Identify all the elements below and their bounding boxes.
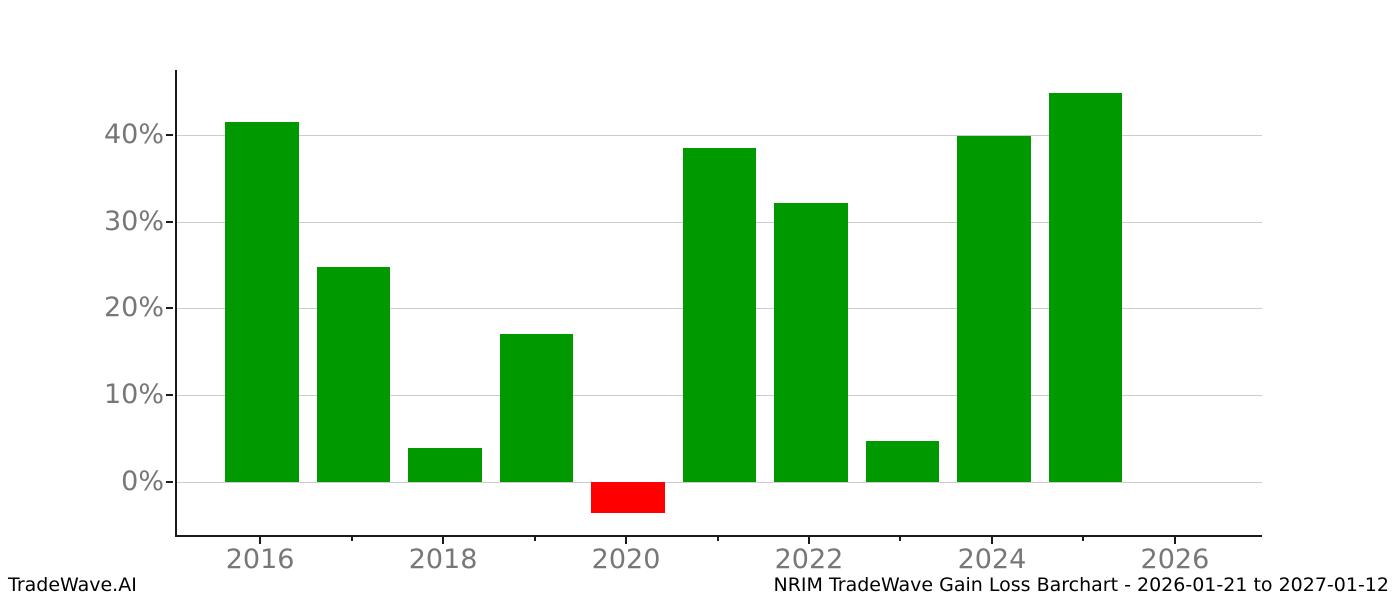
plot-area (175, 70, 1262, 537)
bar-2018 (408, 447, 482, 482)
bar-2023 (865, 440, 940, 482)
x-minor-tick-mark-2017 (350, 537, 353, 541)
x-minor-tick-mark-2021 (716, 537, 719, 541)
x-tick-label-2018: 2018 (408, 544, 478, 575)
x-tick-label-2024: 2024 (957, 544, 1027, 575)
bar-2020 (591, 481, 665, 513)
x-tick-mark-2020 (625, 537, 628, 544)
y-tick-mark-10 (166, 394, 173, 397)
bar-2017 (316, 266, 391, 482)
bar-2019 (499, 334, 574, 482)
y-tick-label-20: 20% (103, 292, 164, 324)
x-tick-mark-2026 (1173, 537, 1176, 544)
y-tick-label-0: 0% (121, 465, 164, 497)
bar-2022 (774, 202, 848, 482)
y-tick-label-30: 30% (103, 205, 164, 237)
x-tick-mark-2018 (442, 537, 445, 544)
x-minor-tick-mark-2019 (533, 537, 536, 541)
x-tick-label-2016: 2016 (225, 544, 295, 575)
x-minor-tick-mark-2025 (1082, 537, 1085, 541)
gridline-40pct (177, 135, 1262, 136)
chart-title: NRIM TradeWave Gain Loss Barchart - 2026… (773, 574, 1390, 596)
bar-2016 (225, 122, 299, 482)
y-tick-mark-30 (166, 220, 173, 223)
x-tick-label-2022: 2022 (774, 544, 844, 575)
x-minor-tick-mark-2023 (899, 537, 902, 541)
x-tick-label-2020: 2020 (591, 544, 661, 575)
bar-2025 (1048, 92, 1122, 482)
bar-2024 (957, 135, 1031, 482)
y-tick-mark-0 (166, 480, 173, 483)
x-tick-label-2026: 2026 (1140, 544, 1210, 575)
gridline-0pct (177, 481, 1262, 483)
y-tick-label-40: 40% (103, 119, 164, 150)
watermark-text: TradeWave.AI (8, 574, 137, 596)
x-tick-mark-2024 (990, 537, 993, 544)
x-tick-mark-2016 (259, 537, 262, 544)
y-tick-mark-20 (166, 307, 173, 310)
x-tick-mark-2022 (807, 537, 810, 544)
y-tick-label-10: 10% (103, 379, 164, 411)
bar-2021 (682, 148, 757, 482)
y-tick-mark-40 (166, 134, 173, 136)
